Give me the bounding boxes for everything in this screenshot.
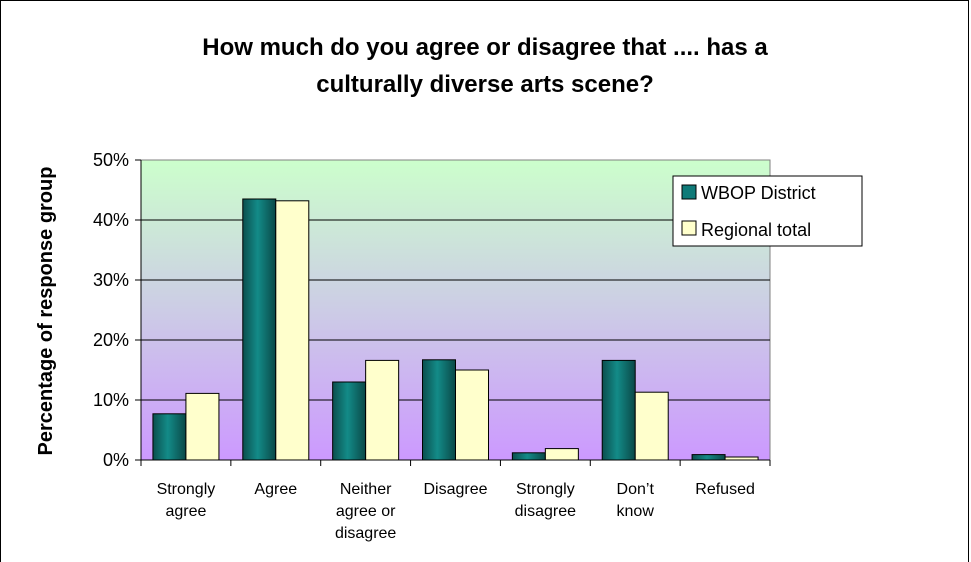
y-tick-label: 20% — [93, 330, 129, 350]
bar-wbop-district — [691, 454, 726, 461]
bar-wbop-district — [511, 452, 546, 461]
legend: WBOP District Regional total — [672, 175, 863, 247]
x-category-label: Neither — [340, 481, 392, 498]
legend-swatch-regional-total — [681, 220, 697, 236]
x-category-label: agree — [165, 503, 206, 520]
bar-regional-total — [365, 359, 400, 461]
bar-wbop-district — [601, 359, 636, 461]
x-category-label: agree or — [336, 503, 396, 520]
y-axis-label: Percentage of response group — [35, 167, 57, 456]
x-category-label: Disagree — [423, 481, 487, 498]
y-tick-label: 10% — [93, 390, 129, 410]
y-axis-ticks: 0% 10% 20% 30% 40% 50% — [93, 150, 142, 470]
legend-swatch-wbop-district — [681, 184, 697, 200]
x-category-label: disagree — [335, 525, 396, 542]
y-tick-label: 50% — [93, 150, 129, 170]
bar-regional-total — [634, 391, 669, 461]
x-category-label: know — [617, 503, 655, 520]
chart-title-line-1: How much do you agree or disagree that .… — [202, 34, 768, 61]
bar-wbop-district — [422, 359, 456, 461]
legend-label-wbop-district: WBOP District — [701, 183, 816, 203]
x-category-label: Agree — [254, 481, 297, 498]
bar-regional-total — [544, 448, 579, 461]
x-category-label: Refused — [695, 481, 755, 498]
bar-wbop-district — [242, 198, 277, 461]
y-tick-label: 30% — [93, 270, 129, 290]
bar-wbop-district — [332, 381, 367, 461]
bars — [152, 198, 759, 461]
bar-wbop-district — [152, 413, 187, 461]
bar-regional-total — [275, 200, 310, 461]
x-category-label: Don’t — [617, 481, 655, 498]
x-category-label: Strongly — [516, 481, 575, 498]
bar-regional-total — [455, 369, 489, 461]
y-tick-label: 0% — [103, 450, 129, 470]
y-tick-label: 40% — [93, 210, 129, 230]
legend-box — [672, 175, 863, 247]
x-category-label: Strongly — [157, 481, 216, 498]
x-axis-categories: Strongly agree Agree Neither agree or disagre… — [140, 459, 771, 542]
chart-title-line-2: culturally diverse arts scene? — [316, 71, 654, 98]
legend-label-regional-total: Regional total — [701, 220, 811, 240]
x-category-label: disagree — [515, 503, 576, 520]
bar-regional-total — [185, 392, 220, 461]
